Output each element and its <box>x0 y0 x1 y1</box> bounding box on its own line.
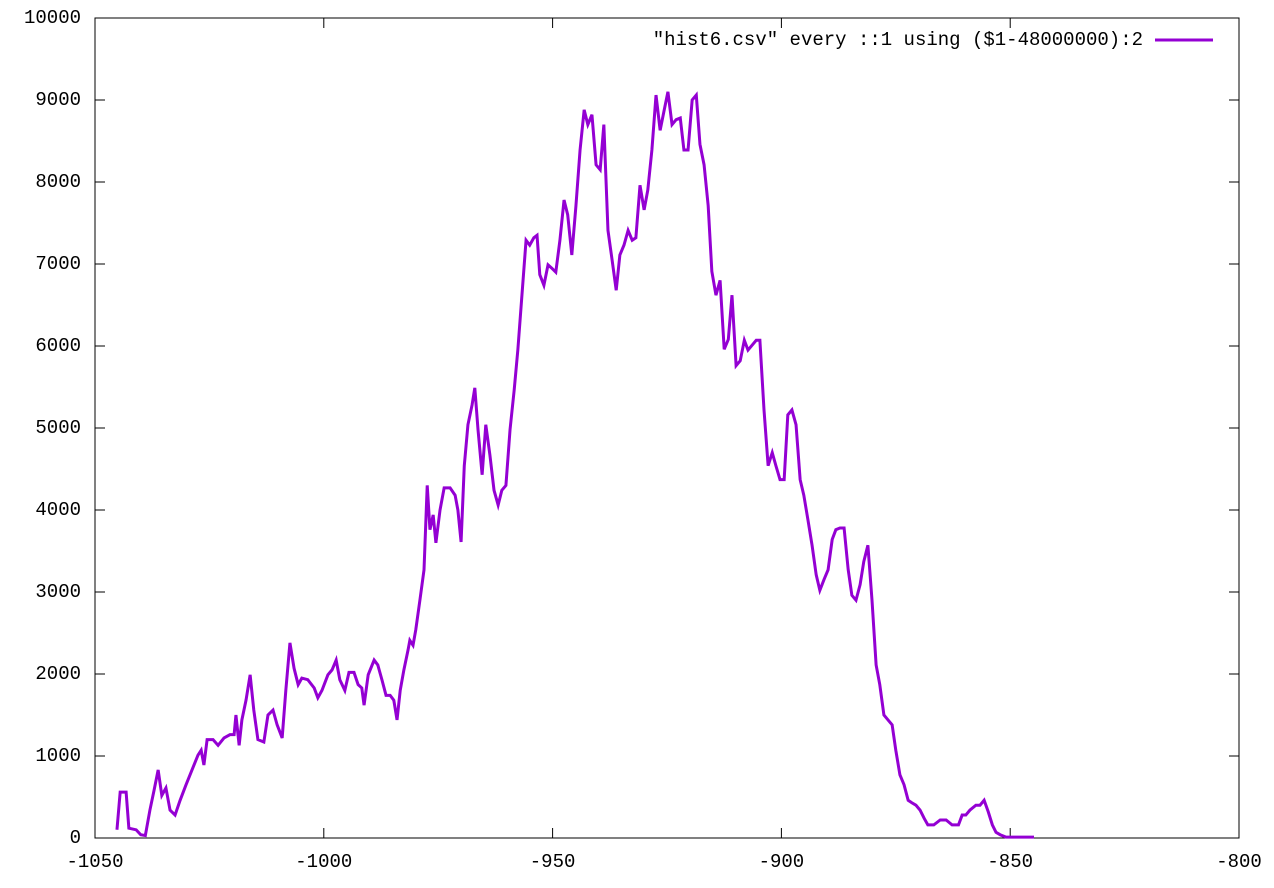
y-tick-label: 3000 <box>35 581 81 603</box>
y-tick-label: 0 <box>70 827 81 849</box>
x-tick-label: -900 <box>759 851 805 873</box>
y-tick-label: 5000 <box>35 417 81 439</box>
x-tick-label: -800 <box>1216 851 1262 873</box>
y-tick-label: 4000 <box>35 499 81 521</box>
y-tick-label: 8000 <box>35 171 81 193</box>
y-tick-label: 10000 <box>24 7 81 29</box>
y-tick-label: 1000 <box>35 745 81 767</box>
y-tick-label: 6000 <box>35 335 81 357</box>
x-tick-label: -1000 <box>295 851 352 873</box>
y-tick-label: 7000 <box>35 253 81 275</box>
y-tick-label: 9000 <box>35 89 81 111</box>
x-tick-label: -1050 <box>66 851 123 873</box>
y-tick-label: 2000 <box>35 663 81 685</box>
legend-label: "hist6.csv" every ::1 using ($1-48000000… <box>653 29 1143 51</box>
x-tick-label: -850 <box>987 851 1033 873</box>
x-tick-label: -950 <box>530 851 576 873</box>
data-line <box>115 91 1034 839</box>
